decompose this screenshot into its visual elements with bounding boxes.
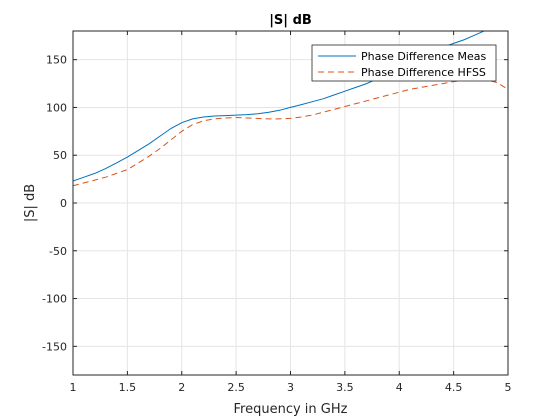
y-axis-label: |S| dB [23, 184, 38, 222]
x-tick-label: 2.5 [227, 381, 245, 394]
legend-label-hfss: Phase Difference HFSS [361, 66, 486, 79]
y-tick-label: -150 [42, 340, 67, 353]
y-tick-label: 0 [60, 197, 67, 210]
x-axis-label: Frequency in GHz [234, 402, 348, 417]
x-tick-label: 3 [287, 381, 294, 394]
y-tick-label: -100 [42, 293, 67, 306]
legend-label-meas: Phase Difference Meas [361, 50, 487, 63]
chart-title: |S| dB [269, 13, 312, 28]
x-tick-label: 1 [70, 381, 77, 394]
x-tick-label: 2 [178, 381, 185, 394]
x-tick-label: 5 [505, 381, 512, 394]
y-tick-label: -50 [49, 245, 67, 258]
x-tick-label: 3.5 [336, 381, 354, 394]
y-tick-label: 150 [46, 54, 67, 67]
y-tick-label: 100 [46, 101, 67, 114]
x-tick-label: 4 [396, 381, 403, 394]
y-tick-label: 50 [53, 149, 67, 162]
x-tick-label: 1.5 [119, 381, 137, 394]
legend: Phase Difference Meas Phase Difference H… [312, 45, 496, 81]
x-tick-label: 4.5 [445, 381, 463, 394]
